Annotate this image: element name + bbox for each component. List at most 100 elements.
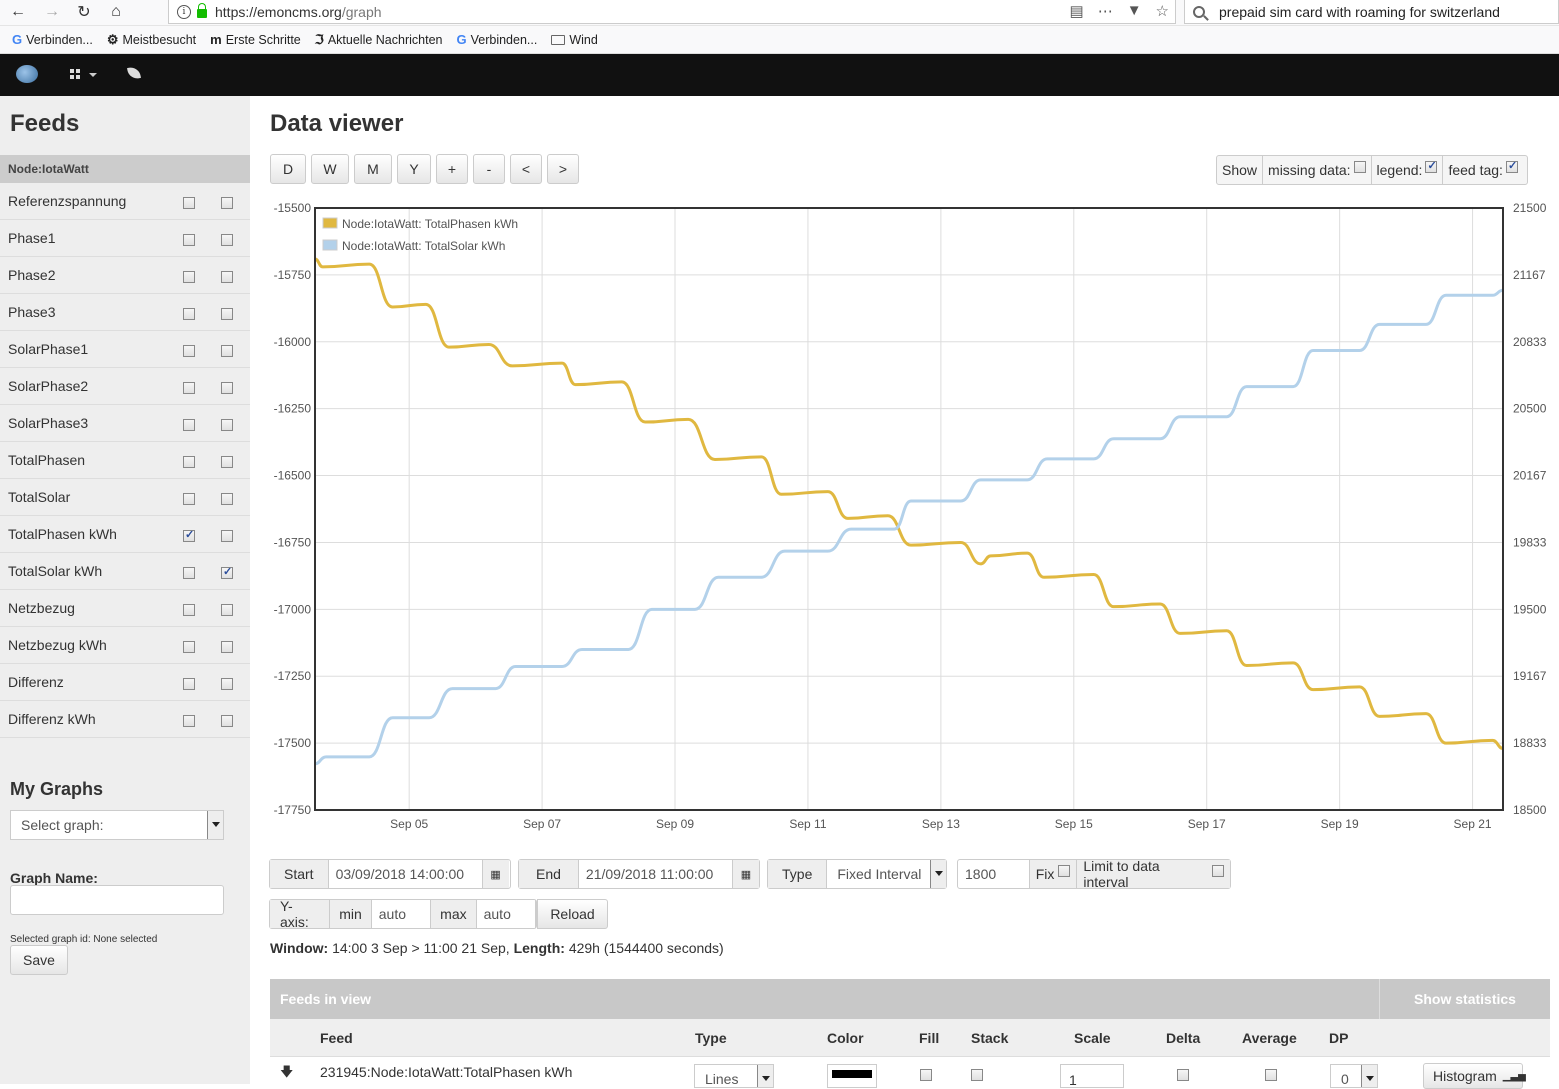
histogram-button[interactable]: Histogram ▁▃▅: [1423, 1063, 1526, 1089]
chevron-down-icon[interactable]: [89, 73, 97, 77]
range-button[interactable]: Y: [397, 154, 431, 184]
row-type-select[interactable]: Lines: [694, 1064, 774, 1088]
left-axis-checkbox[interactable]: [183, 604, 195, 616]
right-axis-checkbox[interactable]: [221, 419, 233, 431]
reload-icon[interactable]: ↻: [77, 4, 91, 21]
bookmark-item[interactable]: G Verbinden...: [456, 32, 538, 47]
chart-area[interactable]: -15500 21500 -15750 21167 -16000 20833 -16250 2…: [250, 196, 1559, 846]
right-axis-checkbox[interactable]: [221, 641, 233, 653]
feed-row[interactable]: TotalSolar kWh: [0, 553, 250, 590]
home-icon[interactable]: ⌂: [111, 3, 121, 20]
bookmark-item[interactable]: G Verbinden...: [12, 32, 93, 47]
right-axis-checkbox[interactable]: [221, 604, 233, 616]
feed-row[interactable]: SolarPhase3: [0, 405, 250, 442]
left-axis-checkbox[interactable]: [183, 271, 195, 283]
apps-grid-icon[interactable]: [70, 69, 80, 79]
right-axis-checkbox[interactable]: [221, 530, 233, 542]
feed-row[interactable]: Netzbezug kWh: [0, 627, 250, 664]
emoncms-logo-icon[interactable]: [16, 65, 38, 83]
range-button[interactable]: +: [436, 154, 468, 184]
feed-row[interactable]: TotalPhasen: [0, 442, 250, 479]
feed-row[interactable]: SolarPhase1: [0, 331, 250, 368]
range-button[interactable]: W: [311, 154, 349, 184]
show-statistics-button[interactable]: Show statistics: [1379, 979, 1550, 1019]
right-axis-checkbox[interactable]: [221, 197, 233, 209]
reload-button[interactable]: Reload: [537, 899, 608, 929]
fill-checkbox[interactable]: [920, 1069, 932, 1081]
bookmark-item[interactable]: ℑ Aktuelle Nachrichten: [314, 31, 443, 47]
interval-input[interactable]: 1800: [958, 860, 1030, 888]
feed-row[interactable]: Phase2: [0, 257, 250, 294]
bookmark-item[interactable]: ⚙ Meistbesucht: [106, 31, 197, 47]
node-header[interactable]: Node:IotaWatt: [0, 155, 250, 183]
right-axis-checkbox[interactable]: [221, 715, 233, 727]
right-axis-checkbox[interactable]: [221, 382, 233, 394]
range-button[interactable]: -: [473, 154, 505, 184]
feed-row[interactable]: Phase1: [0, 220, 250, 257]
left-axis-checkbox[interactable]: [183, 528, 195, 542]
feed-row[interactable]: Differenz kWh: [0, 701, 250, 738]
left-axis-checkbox[interactable]: [183, 197, 195, 209]
missing-data-option[interactable]: missing data:: [1263, 156, 1372, 184]
bookmark-item[interactable]: m Erste Schritte: [210, 32, 301, 47]
right-axis-checkbox[interactable]: [221, 456, 233, 468]
left-axis-checkbox[interactable]: [183, 715, 195, 727]
right-axis-checkbox[interactable]: [221, 678, 233, 690]
scale-input[interactable]: 1: [1060, 1064, 1124, 1088]
legend-checkbox[interactable]: [1425, 159, 1438, 173]
delta-checkbox[interactable]: [1177, 1069, 1189, 1081]
graph-name-input[interactable]: [10, 885, 224, 915]
range-button[interactable]: >: [547, 154, 579, 184]
feed-row[interactable]: TotalPhasen kWh: [0, 516, 250, 553]
feed-row[interactable]: TotalSolar: [0, 479, 250, 516]
more-icon[interactable]: ⋯: [1097, 3, 1113, 20]
y-min-input[interactable]: auto: [372, 900, 432, 928]
graph-select[interactable]: Select graph:: [10, 810, 224, 840]
legend-option[interactable]: legend:: [1372, 156, 1444, 184]
save-button[interactable]: Save: [10, 945, 68, 975]
line-chart[interactable]: -15500 21500 -15750 21167 -16000 20833 -16250 2…: [250, 196, 1559, 846]
fix-checkbox[interactable]: [1058, 865, 1071, 877]
left-axis-checkbox[interactable]: [183, 382, 195, 394]
right-axis-checkbox[interactable]: [221, 493, 233, 505]
limit-checkbox[interactable]: [1212, 865, 1224, 877]
star-icon[interactable]: ☆: [1155, 3, 1169, 20]
info-icon[interactable]: i: [177, 4, 191, 19]
left-axis-checkbox[interactable]: [183, 456, 195, 468]
feed-row[interactable]: SolarPhase2: [0, 368, 250, 405]
feed-row[interactable]: Referenzspannung: [0, 183, 250, 220]
missing-data-checkbox[interactable]: [1353, 161, 1366, 173]
reader-view-icon[interactable]: ▤: [1069, 3, 1084, 20]
feed-tag-option[interactable]: feed tag:: [1443, 156, 1523, 184]
left-axis-checkbox[interactable]: [183, 641, 195, 653]
forward-icon[interactable]: →: [44, 3, 60, 20]
search-bar[interactable]: prepaid sim card with roaming for switze…: [1184, 0, 1559, 24]
series-line-totalphasen[interactable]: [314, 257, 1504, 750]
left-axis-checkbox[interactable]: [183, 308, 195, 320]
limit-option[interactable]: Limit to data interval: [1077, 858, 1230, 890]
url-bar[interactable]: i https://emoncms.org/graph ▤ ⋯ ▼ ☆: [168, 0, 1176, 24]
bookmark-item[interactable]: Wind: [551, 33, 598, 47]
left-axis-checkbox[interactable]: [183, 234, 195, 246]
feed-tag-checkbox[interactable]: [1505, 159, 1518, 173]
chevron-down-icon[interactable]: [930, 860, 946, 888]
series-line-totalsolar[interactable]: [314, 288, 1504, 766]
left-axis-checkbox[interactable]: [183, 678, 195, 690]
right-axis-checkbox[interactable]: [221, 308, 233, 320]
row-color-picker[interactable]: [827, 1064, 877, 1088]
fix-option[interactable]: Fix: [1029, 860, 1078, 888]
range-button[interactable]: D: [270, 154, 306, 184]
feed-row[interactable]: Differenz: [0, 664, 250, 701]
pocket-icon[interactable]: ▼: [1126, 2, 1142, 19]
feed-row[interactable]: Netzbezug: [0, 590, 250, 627]
y-max-input[interactable]: auto: [477, 900, 536, 928]
right-axis-checkbox[interactable]: [221, 271, 233, 283]
left-axis-checkbox[interactable]: [183, 345, 195, 357]
calendar-icon[interactable]: ▦: [482, 860, 509, 888]
start-input[interactable]: 03/09/2018 14:00:00: [329, 860, 483, 888]
arrow-down-icon[interactable]: 🡇: [280, 1064, 294, 1079]
type-select[interactable]: Fixed Interval: [837, 866, 922, 882]
left-axis-checkbox[interactable]: [183, 419, 195, 431]
average-checkbox[interactable]: [1265, 1069, 1277, 1081]
right-axis-checkbox[interactable]: [221, 565, 233, 579]
